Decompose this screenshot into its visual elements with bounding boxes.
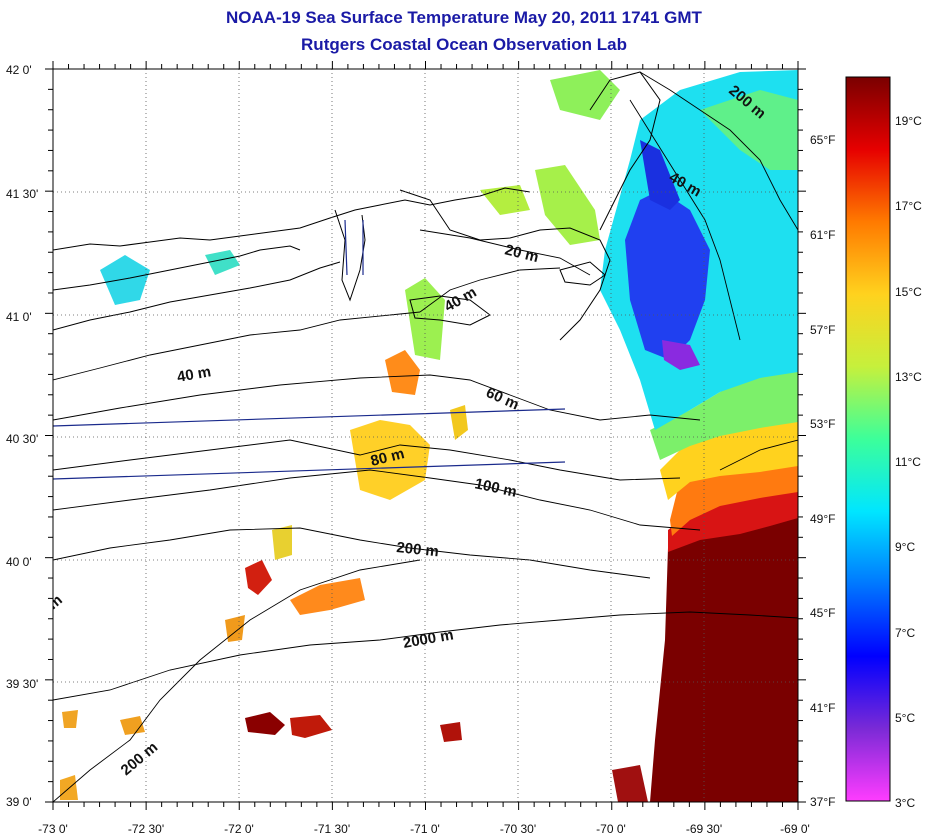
transect-line-south [53,461,566,480]
contour-80m [53,439,681,481]
contour-100m [53,469,701,531]
cb-f-label-53: 53°F [810,417,835,431]
sst-shelf-orange-5 [60,775,78,800]
contour-40m-mid [419,267,561,313]
contour-200m-sw [53,559,421,802]
contour-40m-west [53,311,421,381]
coastline-long-island-sound [53,187,531,251]
coastline-narragansett [334,209,366,302]
transect-ri-1 [344,219,348,276]
cb-f-label-37: 37°F [810,795,835,809]
sst-shelf-orange-2 [290,578,365,615]
x-tick-label-69-30: -69 30' [686,822,722,836]
sst-shelf-green-1 [535,165,600,245]
x-tick-label-71: -71 0' [410,822,440,836]
x-tick-label-73: -73 0' [38,822,68,836]
y-tick-label-41: 41 0' [6,310,32,324]
sst-green-ne-2 [700,90,798,170]
cb-f-label-65: 65°F [810,133,835,147]
cb-c-label-15: 15°C [895,285,922,299]
x-tick-label-70-30: -70 30' [500,822,536,836]
transect-lines [53,219,566,480]
contour-40m-ne [629,99,741,341]
coastline-south-shore [53,261,341,331]
x-tick-label-72-30: -72 30' [128,822,164,836]
sst-warm-core [650,514,798,802]
y-tick-label-42: 42 0' [6,63,32,77]
x-axis-labels: -73 0' -72 30' -72 0' -71 30' -71 0' -70… [38,822,810,836]
map-subtitle: Rutgers Coastal Ocean Observation Lab [301,35,627,54]
sst-shelf-darkred-1 [245,712,285,735]
map-title: NOAA-19 Sea Surface Temperature May 20, … [226,8,702,27]
contour-label-40m-west: 40 m [176,363,213,386]
contour-200m-top [639,71,798,231]
x-tick-label-70: -70 0' [596,822,626,836]
depth-contours [53,71,798,802]
transect-line-north [53,408,566,427]
coastline-massachusetts [399,189,611,341]
sst-shelf-red-1 [245,560,272,595]
cb-c-label-13: 13°C [895,370,922,384]
cb-c-label-11: 11°C [895,455,921,469]
cb-c-label-5: 5°C [895,711,915,725]
x-tick-label-72: -72 0' [224,822,254,836]
cb-c-label-9: 9°C [895,540,915,554]
contour-2000m [53,611,798,701]
sst-front-green [650,370,798,460]
contour-shelf-break-east [719,439,798,471]
lat-lon-grid [53,69,798,802]
sst-shelf-yellow-2 [450,405,468,440]
coastline-nantucket [559,261,606,286]
sst-shelf-red-3 [440,722,462,742]
sst-shelf-red-4 [612,765,648,802]
cb-c-label-19: 19°C [895,114,922,128]
coastline-long-island [53,245,301,291]
sst-shelf-orange-1 [385,350,420,395]
sst-warm-edge [668,482,798,552]
cb-f-label-45: 45°F [810,606,835,620]
sst-shelf-cyan-1 [100,255,150,305]
cb-f-label-61: 61°F [810,228,835,242]
cb-c-label-3: 3°C [895,796,915,810]
sst-shelf-orange-6 [62,710,78,728]
sst-shelf-red-2 [290,715,332,738]
cb-c-label-17: 17°C [895,199,922,213]
x-tick-label-69: -69 0' [780,822,810,836]
contour-200m-mid [53,527,651,579]
x-tick-label-71-30: -71 30' [314,822,350,836]
cb-f-label-49: 49°F [810,512,835,526]
colorbar-celsius-labels: 19°C 17°C 15°C 13°C 11°C 9°C 7°C 5°C 3°C [895,114,922,810]
sst-front-yellow [660,418,798,500]
y-tick-label-39-30: 39 30' [6,677,38,691]
colorbar-fahrenheit-labels: 65°F 61°F 57°F 53°F 49°F 45°F 41°F 37°F [810,133,835,809]
y-tick-label-41-30: 41 30' [6,187,38,201]
sst-shelf-yellow-1 [350,420,430,500]
cb-f-label-41: 41°F [810,701,835,715]
coastline-cape-cod [589,71,661,231]
cb-c-label-7: 7°C [895,626,915,640]
axis-ticks [45,61,806,810]
coastline-islands [409,295,491,326]
sst-shelf-yellow-3 [272,525,292,560]
sst-cold-blue [625,190,710,360]
cb-f-label-57: 57°F [810,323,835,337]
sst-green-ne [550,70,620,120]
contour-label-200m-mid: 200 m [396,539,440,560]
y-tick-label-39: 39 0' [6,795,32,809]
colorbar [845,76,891,802]
y-tick-label-40-30: 40 30' [6,432,38,446]
contour-60m [53,374,701,421]
y-tick-label-40: 40 0' [6,555,32,569]
coastline-layer [53,71,661,341]
contour-20m [419,229,591,276]
sst-cold-violet [662,340,700,370]
y-axis-labels: 42 0' 41 30' 41 0' 40 30' 40 0' 39 30' 3… [6,63,38,809]
sst-shelf-orange-3 [225,615,245,642]
sst-shelf-orange-4 [120,716,145,735]
sst-cold-blue-2 [640,140,680,210]
sst-shelf-cyan-2 [205,250,240,275]
